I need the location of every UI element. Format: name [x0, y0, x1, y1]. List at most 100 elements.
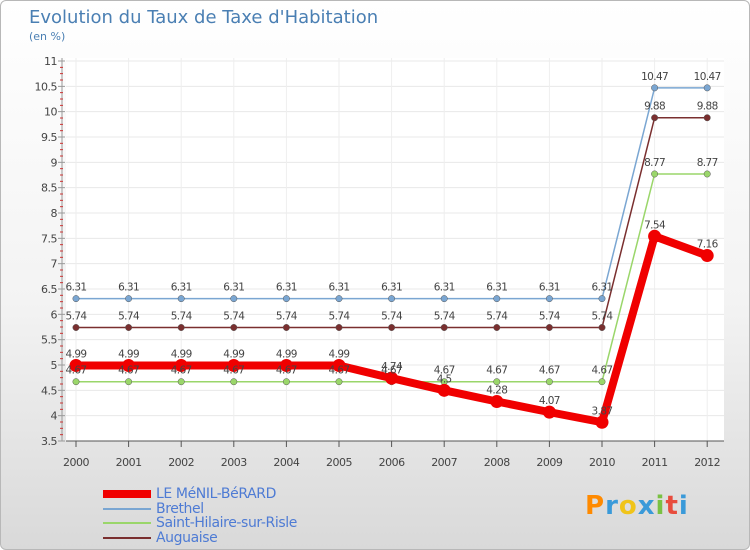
y-tick-label: 3.5	[41, 435, 57, 448]
data-point	[177, 295, 185, 303]
data-label: 7.54	[644, 219, 666, 231]
data-label: 4.67	[329, 365, 350, 377]
x-tick-label: 2009	[536, 456, 562, 469]
data-point	[72, 324, 80, 331]
data-point-main	[174, 359, 188, 373]
y-tick-label: 10	[44, 106, 57, 119]
data-label: 9.88	[697, 101, 718, 113]
logo-letter: i	[678, 491, 689, 521]
y-tick-label: 11	[44, 55, 57, 68]
data-point-main	[595, 415, 609, 429]
data-label: 5.74	[223, 311, 245, 323]
data-label: 9.88	[644, 101, 665, 113]
data-point	[125, 378, 133, 386]
data-label: 4.67	[118, 365, 139, 377]
data-point	[230, 324, 238, 331]
data-point	[703, 170, 711, 178]
data-label: 3.87	[592, 405, 613, 417]
data-point	[651, 84, 659, 92]
data-label: 6.31	[171, 282, 192, 294]
data-label: 7.16	[697, 239, 719, 251]
data-label: 4.99	[329, 349, 350, 361]
logo-letter: o	[618, 491, 638, 521]
y-tick-label: 9.5	[41, 131, 57, 144]
data-point	[703, 84, 711, 92]
x-tick-label: 2001	[116, 456, 142, 469]
data-label: 4.5	[437, 373, 452, 385]
data-point	[493, 378, 501, 386]
x-tick-label: 2005	[326, 456, 352, 469]
data-point	[493, 324, 501, 331]
x-tick-label: 2010	[589, 456, 615, 469]
data-point-main	[700, 249, 714, 263]
legend-swatch	[103, 536, 151, 539]
data-point	[545, 324, 553, 331]
data-label: 6.31	[118, 282, 139, 294]
data-point	[282, 324, 290, 331]
x-tick-label: 2007	[431, 456, 457, 469]
data-label: 4.67	[486, 365, 507, 377]
data-point	[440, 324, 448, 331]
logo-letter: r	[605, 491, 619, 521]
legend-swatch	[103, 490, 151, 498]
data-label: 5.74	[434, 311, 456, 323]
data-point	[651, 170, 659, 178]
data-label: 5.74	[118, 311, 140, 323]
logo-letter: P	[585, 491, 606, 521]
data-point-main	[542, 405, 556, 419]
data-label: 8.77	[697, 157, 718, 169]
data-label: 4.99	[66, 349, 87, 361]
data-label: 4.67	[223, 365, 244, 377]
data-point	[72, 295, 80, 303]
data-point-main	[385, 371, 399, 385]
legend-swatch	[103, 507, 151, 510]
data-point	[335, 324, 343, 331]
data-label: 4.74	[381, 361, 403, 373]
data-label: 4.99	[171, 349, 192, 361]
data-label: 6.31	[381, 282, 402, 294]
y-tick-label: 7	[51, 258, 58, 271]
data-point	[545, 295, 553, 303]
chart-title: Evolution du Taux de Taxe d'Habitation	[29, 7, 379, 28]
data-label: 6.31	[66, 282, 87, 294]
data-label: 5.74	[381, 311, 403, 323]
y-tick-label: 6	[51, 308, 58, 321]
y-tick-label: 4	[51, 410, 58, 423]
data-label: 8.77	[644, 157, 665, 169]
x-tick-label: 2006	[379, 456, 405, 469]
data-point	[125, 295, 133, 303]
y-tick-label: 6.5	[41, 283, 57, 296]
x-tick-label: 2000	[63, 456, 89, 469]
data-label: 4.67	[434, 365, 455, 377]
data-point	[388, 295, 396, 303]
data-point-main	[490, 394, 504, 408]
data-point-main	[122, 359, 136, 373]
data-point-main	[69, 359, 83, 373]
data-point	[282, 378, 290, 386]
data-point	[598, 378, 606, 386]
data-point	[598, 295, 606, 303]
y-tick-label: 8	[51, 207, 58, 220]
data-label: 6.31	[329, 282, 350, 294]
data-point	[125, 324, 133, 331]
legend-swatch	[103, 522, 151, 524]
data-label: 4.99	[223, 349, 244, 361]
data-label: 4.67	[539, 365, 560, 377]
data-label: 4.67	[592, 365, 613, 377]
y-tick-label: 5	[51, 359, 58, 372]
data-point	[335, 378, 343, 386]
legend-label: Auguaise	[156, 529, 218, 546]
legend-label: Saint-Hilaire-sur-Risle	[156, 515, 297, 531]
legend-label: Brethel	[156, 500, 204, 517]
data-label: 4.28	[486, 384, 507, 396]
x-tick-label: 2002	[168, 456, 194, 469]
data-point	[493, 295, 501, 303]
data-point	[177, 324, 185, 331]
data-point	[545, 378, 553, 386]
data-label: 5.74	[486, 311, 508, 323]
data-point-main	[648, 229, 662, 243]
x-tick-label: 2003	[221, 456, 247, 469]
y-tick-label: 5.5	[41, 334, 57, 347]
